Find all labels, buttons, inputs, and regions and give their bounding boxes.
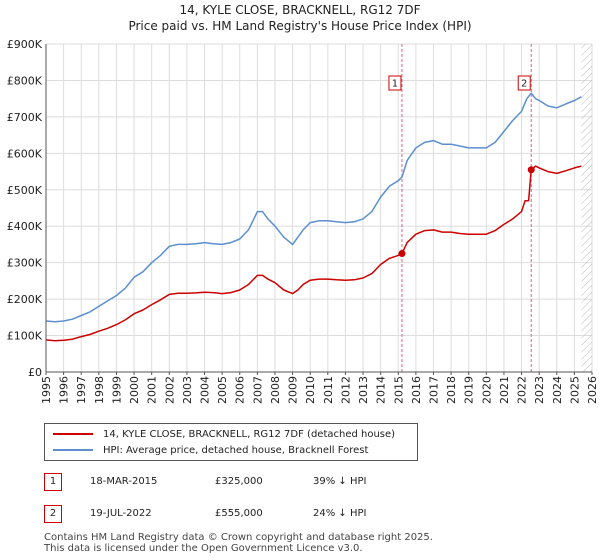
legend-label-hpi: HPI: Average price, detached house, Brac… — [103, 445, 369, 456]
y-tick-label: £300K — [7, 257, 43, 270]
x-tick-label: 2017 — [427, 376, 440, 404]
y-tick-label: £500K — [7, 184, 43, 197]
sale-point — [527, 166, 535, 174]
property-line — [45, 165, 582, 342]
sale-price: £555,000 — [215, 508, 263, 519]
x-tick-label: 2002 — [163, 376, 176, 404]
hpi-line — [45, 92, 582, 323]
sale-hpi-diff: 24% ↓ HPI — [313, 508, 367, 519]
legend-label-property: 14, KYLE CLOSE, BRACKNELL, RG12 7DF (det… — [103, 429, 396, 440]
y-tick-label: £700K — [7, 111, 43, 124]
x-tick-label: 2000 — [128, 376, 141, 404]
legend: 14, KYLE CLOSE, BRACKNELL, RG12 7DF (det… — [44, 423, 418, 461]
footer: Contains HM Land Registry data © Crown c… — [44, 532, 433, 554]
x-tick-label: 2004 — [199, 376, 212, 404]
forecast-hatch — [581, 44, 592, 372]
x-tick-label: 2015 — [392, 376, 405, 404]
x-tick-label: 2024 — [551, 376, 564, 404]
x-tick-label: 1997 — [75, 376, 88, 404]
x-tick-label: 2006 — [234, 376, 247, 404]
sale-label-text: 1 — [392, 79, 398, 90]
footer-licence: This data is licensed under the Open Gov… — [44, 543, 363, 554]
x-tick-label: 2008 — [269, 376, 282, 404]
sale-row: 2 19-JUL-2022 £555,000 24% ↓ HPI — [44, 504, 564, 524]
chart-subtitle: Price paid vs. HM Land Registry's House … — [128, 19, 472, 33]
chart-address-title: 14, KYLE CLOSE, BRACKNELL, RG12 7DF — [179, 3, 421, 17]
footer-copyright: Contains HM Land Registry data © Crown c… — [44, 532, 433, 543]
y-tick-label: £100K — [7, 330, 43, 343]
sale-row: 1 18-MAR-2015 £325,000 39% ↓ HPI — [44, 472, 564, 492]
grid — [45, 43, 593, 373]
sale-label-box — [388, 75, 402, 91]
x-tick-label: 2007 — [251, 376, 264, 404]
x-tick-label: 2001 — [146, 376, 159, 404]
x-tick-label: 2012 — [339, 376, 352, 404]
x-tick-label: 2013 — [357, 376, 370, 404]
sale-point — [398, 250, 406, 258]
x-tick-label: 2025 — [568, 376, 581, 404]
x-tick-label: 2009 — [287, 376, 300, 404]
x-tick-label: 1999 — [110, 376, 123, 404]
sale-date: 19-JUL-2022 — [90, 508, 152, 519]
x-tick-label: 2018 — [445, 376, 458, 404]
legend-item-hpi: HPI: Average price, detached house, Brac… — [53, 444, 368, 458]
x-tick-label: 2003 — [181, 376, 194, 404]
y-tick-label: £900K — [7, 38, 43, 51]
x-tick-label: 2014 — [375, 376, 388, 404]
legend-swatch-property — [53, 433, 93, 435]
y-tick-label: £0 — [28, 366, 42, 379]
sale-price: £325,000 — [215, 476, 263, 487]
y-tick-label: £800K — [7, 74, 43, 87]
x-tick-label: 2023 — [533, 376, 546, 404]
sale-number-badge: 2 — [44, 505, 62, 523]
x-tick-label: 1995 — [40, 376, 53, 404]
y-tick-label: £400K — [7, 220, 43, 233]
y-tick-label: £600K — [7, 147, 43, 160]
x-tick-label: 2010 — [304, 376, 317, 404]
x-tick-label: 1996 — [58, 376, 71, 404]
x-tick-label: 2005 — [216, 376, 229, 404]
x-tick-label: 2026 — [586, 376, 599, 404]
x-tick-label: 2011 — [322, 376, 335, 404]
x-tick-label: 1998 — [93, 376, 106, 404]
axes: £0 £100K £200K £300K £400K £500K £600K £700K £80… — [7, 38, 599, 404]
sale-hpi-diff: 39% ↓ HPI — [313, 476, 367, 487]
legend-swatch-hpi — [53, 449, 93, 451]
sale-marker-lines — [401, 44, 532, 372]
x-tick-label: 2020 — [480, 376, 493, 404]
y-tick-label: £200K — [7, 293, 43, 306]
sale-points — [398, 166, 535, 258]
sale-date: 18-MAR-2015 — [90, 476, 158, 487]
sale-label-text: 2 — [521, 79, 527, 90]
sale-label-box — [517, 75, 531, 91]
x-tick-label: 2021 — [498, 376, 511, 404]
x-tick-label: 2022 — [516, 376, 529, 404]
x-tick-label: 2019 — [463, 376, 476, 404]
x-tick-label: 2016 — [410, 376, 423, 404]
hatch-area — [581, 44, 592, 372]
sale-number-badge: 1 — [44, 473, 62, 491]
price-chart: £0 £100K £200K £300K £400K £500K £600K £700K £80… — [7, 38, 599, 404]
legend-item-property: 14, KYLE CLOSE, BRACKNELL, RG12 7DF (det… — [53, 428, 395, 442]
series-lines — [45, 92, 582, 342]
